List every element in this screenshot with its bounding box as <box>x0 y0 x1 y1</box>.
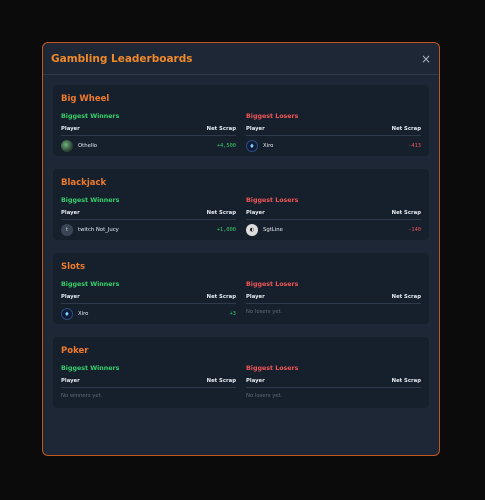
winners-heading: Biggest Winners <box>61 197 120 204</box>
avatar: ♦ <box>246 140 258 152</box>
avatar: t <box>61 224 73 236</box>
table-header: Player Net Scrap <box>246 126 421 136</box>
net-header: Net Scrap <box>206 378 236 384</box>
modal-header: Gambling Leaderboards × <box>43 43 439 75</box>
net-scrap: +4,500 <box>216 143 236 149</box>
avatar <box>61 140 73 152</box>
net-header: Net Scrap <box>206 294 236 300</box>
game-card-big-wheel: Big Wheel Biggest Winners Player Net Scr… <box>53 85 429 156</box>
game-card-poker: Poker Biggest Winners Player Net Scrap N… <box>53 337 429 408</box>
player-header: Player <box>246 378 265 384</box>
game-card-slots: Slots Biggest Winners Player Net Scrap ♦… <box>53 253 429 324</box>
net-header: Net Scrap <box>206 126 236 132</box>
losers-heading: Biggest Losers <box>246 197 299 204</box>
player-name[interactable]: SgtLine <box>263 227 283 233</box>
table-header: Player Net Scrap <box>61 210 236 220</box>
modal-body: Big Wheel Biggest Winners Player Net Scr… <box>43 75 439 408</box>
winners-heading: Biggest Winners <box>61 281 120 288</box>
table-header: Player Net Scrap <box>246 294 421 304</box>
player-header: Player <box>61 294 80 300</box>
net-header: Net Scrap <box>391 378 421 384</box>
modal-title: Gambling Leaderboards <box>51 52 193 65</box>
leaderboards-modal: Gambling Leaderboards × Big Wheel Bigges… <box>42 42 440 456</box>
net-header: Net Scrap <box>391 126 421 132</box>
player-header: Player <box>246 126 265 132</box>
net-scrap: +3 <box>229 311 236 317</box>
avatar: ♦ <box>61 308 73 320</box>
table-row: Othello +4,500 <box>61 139 236 153</box>
player-header: Player <box>246 294 265 300</box>
losers-column: Biggest Losers Player Net Scrap No loser… <box>246 365 421 399</box>
empty-message: No losers yet. <box>246 309 283 315</box>
game-card-blackjack: Blackjack Biggest Winners Player Net Scr… <box>53 169 429 240</box>
game-title: Blackjack <box>61 178 107 188</box>
winners-column: Biggest Winners Player Net Scrap No winn… <box>61 365 236 399</box>
table-row: ♦ Xiro -413 <box>246 139 421 153</box>
winners-column: Biggest Winners Player Net Scrap ♦ Xiro … <box>61 281 236 321</box>
player-header: Player <box>246 210 265 216</box>
losers-heading: Biggest Losers <box>246 281 299 288</box>
table-row: t twitch Not_Jucy +1,000 <box>61 223 236 237</box>
empty-message: No losers yet. <box>246 393 283 399</box>
game-title: Slots <box>61 262 85 272</box>
table-row: ◐ SgtLine -140 <box>246 223 421 237</box>
player-name[interactable]: Xiro <box>263 143 274 149</box>
player-header: Player <box>61 210 80 216</box>
player-name[interactable]: Othello <box>78 143 98 149</box>
table-header: Player Net Scrap <box>246 210 421 220</box>
player-header: Player <box>61 378 80 384</box>
losers-column: Biggest Losers Player Net Scrap No loser… <box>246 281 421 321</box>
net-header: Net Scrap <box>391 210 421 216</box>
player-header: Player <box>61 126 80 132</box>
table-row: ♦ Xiro +3 <box>61 307 236 321</box>
player-name[interactable]: Xiro <box>78 311 89 317</box>
table-header: Player Net Scrap <box>61 294 236 304</box>
losers-heading: Biggest Losers <box>246 113 299 120</box>
table-header: Player Net Scrap <box>61 378 236 388</box>
player-name[interactable]: twitch Not_Jucy <box>78 227 119 233</box>
losers-heading: Biggest Losers <box>246 365 299 372</box>
winners-heading: Biggest Winners <box>61 365 120 372</box>
empty-message: No winners yet. <box>61 393 103 399</box>
game-title: Poker <box>61 346 89 356</box>
table-header: Player Net Scrap <box>246 378 421 388</box>
losers-column: Biggest Losers Player Net Scrap ◐ SgtLin… <box>246 197 421 237</box>
avatar: ◐ <box>246 224 258 236</box>
winners-column: Biggest Winners Player Net Scrap Othello… <box>61 113 236 153</box>
net-scrap: +1,000 <box>216 227 236 233</box>
net-header: Net Scrap <box>206 210 236 216</box>
losers-column: Biggest Losers Player Net Scrap ♦ Xiro -… <box>246 113 421 153</box>
winners-heading: Biggest Winners <box>61 113 120 120</box>
winners-column: Biggest Winners Player Net Scrap t twitc… <box>61 197 236 237</box>
close-icon[interactable]: × <box>420 51 431 66</box>
net-scrap: -413 <box>408 143 421 149</box>
table-header: Player Net Scrap <box>61 126 236 136</box>
game-title: Big Wheel <box>61 94 110 104</box>
net-scrap: -140 <box>408 227 421 233</box>
net-header: Net Scrap <box>391 294 421 300</box>
